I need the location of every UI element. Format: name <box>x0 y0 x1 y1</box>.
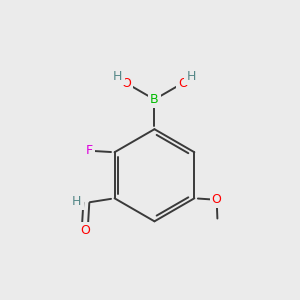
Text: H: H <box>72 195 82 208</box>
Text: O: O <box>212 193 222 206</box>
Text: O: O <box>121 76 131 90</box>
Text: O: O <box>178 76 188 90</box>
Text: H: H <box>113 70 123 83</box>
Text: B: B <box>150 93 159 106</box>
Text: H: H <box>186 70 196 83</box>
Text: O: O <box>80 224 90 237</box>
Text: F: F <box>86 144 93 157</box>
